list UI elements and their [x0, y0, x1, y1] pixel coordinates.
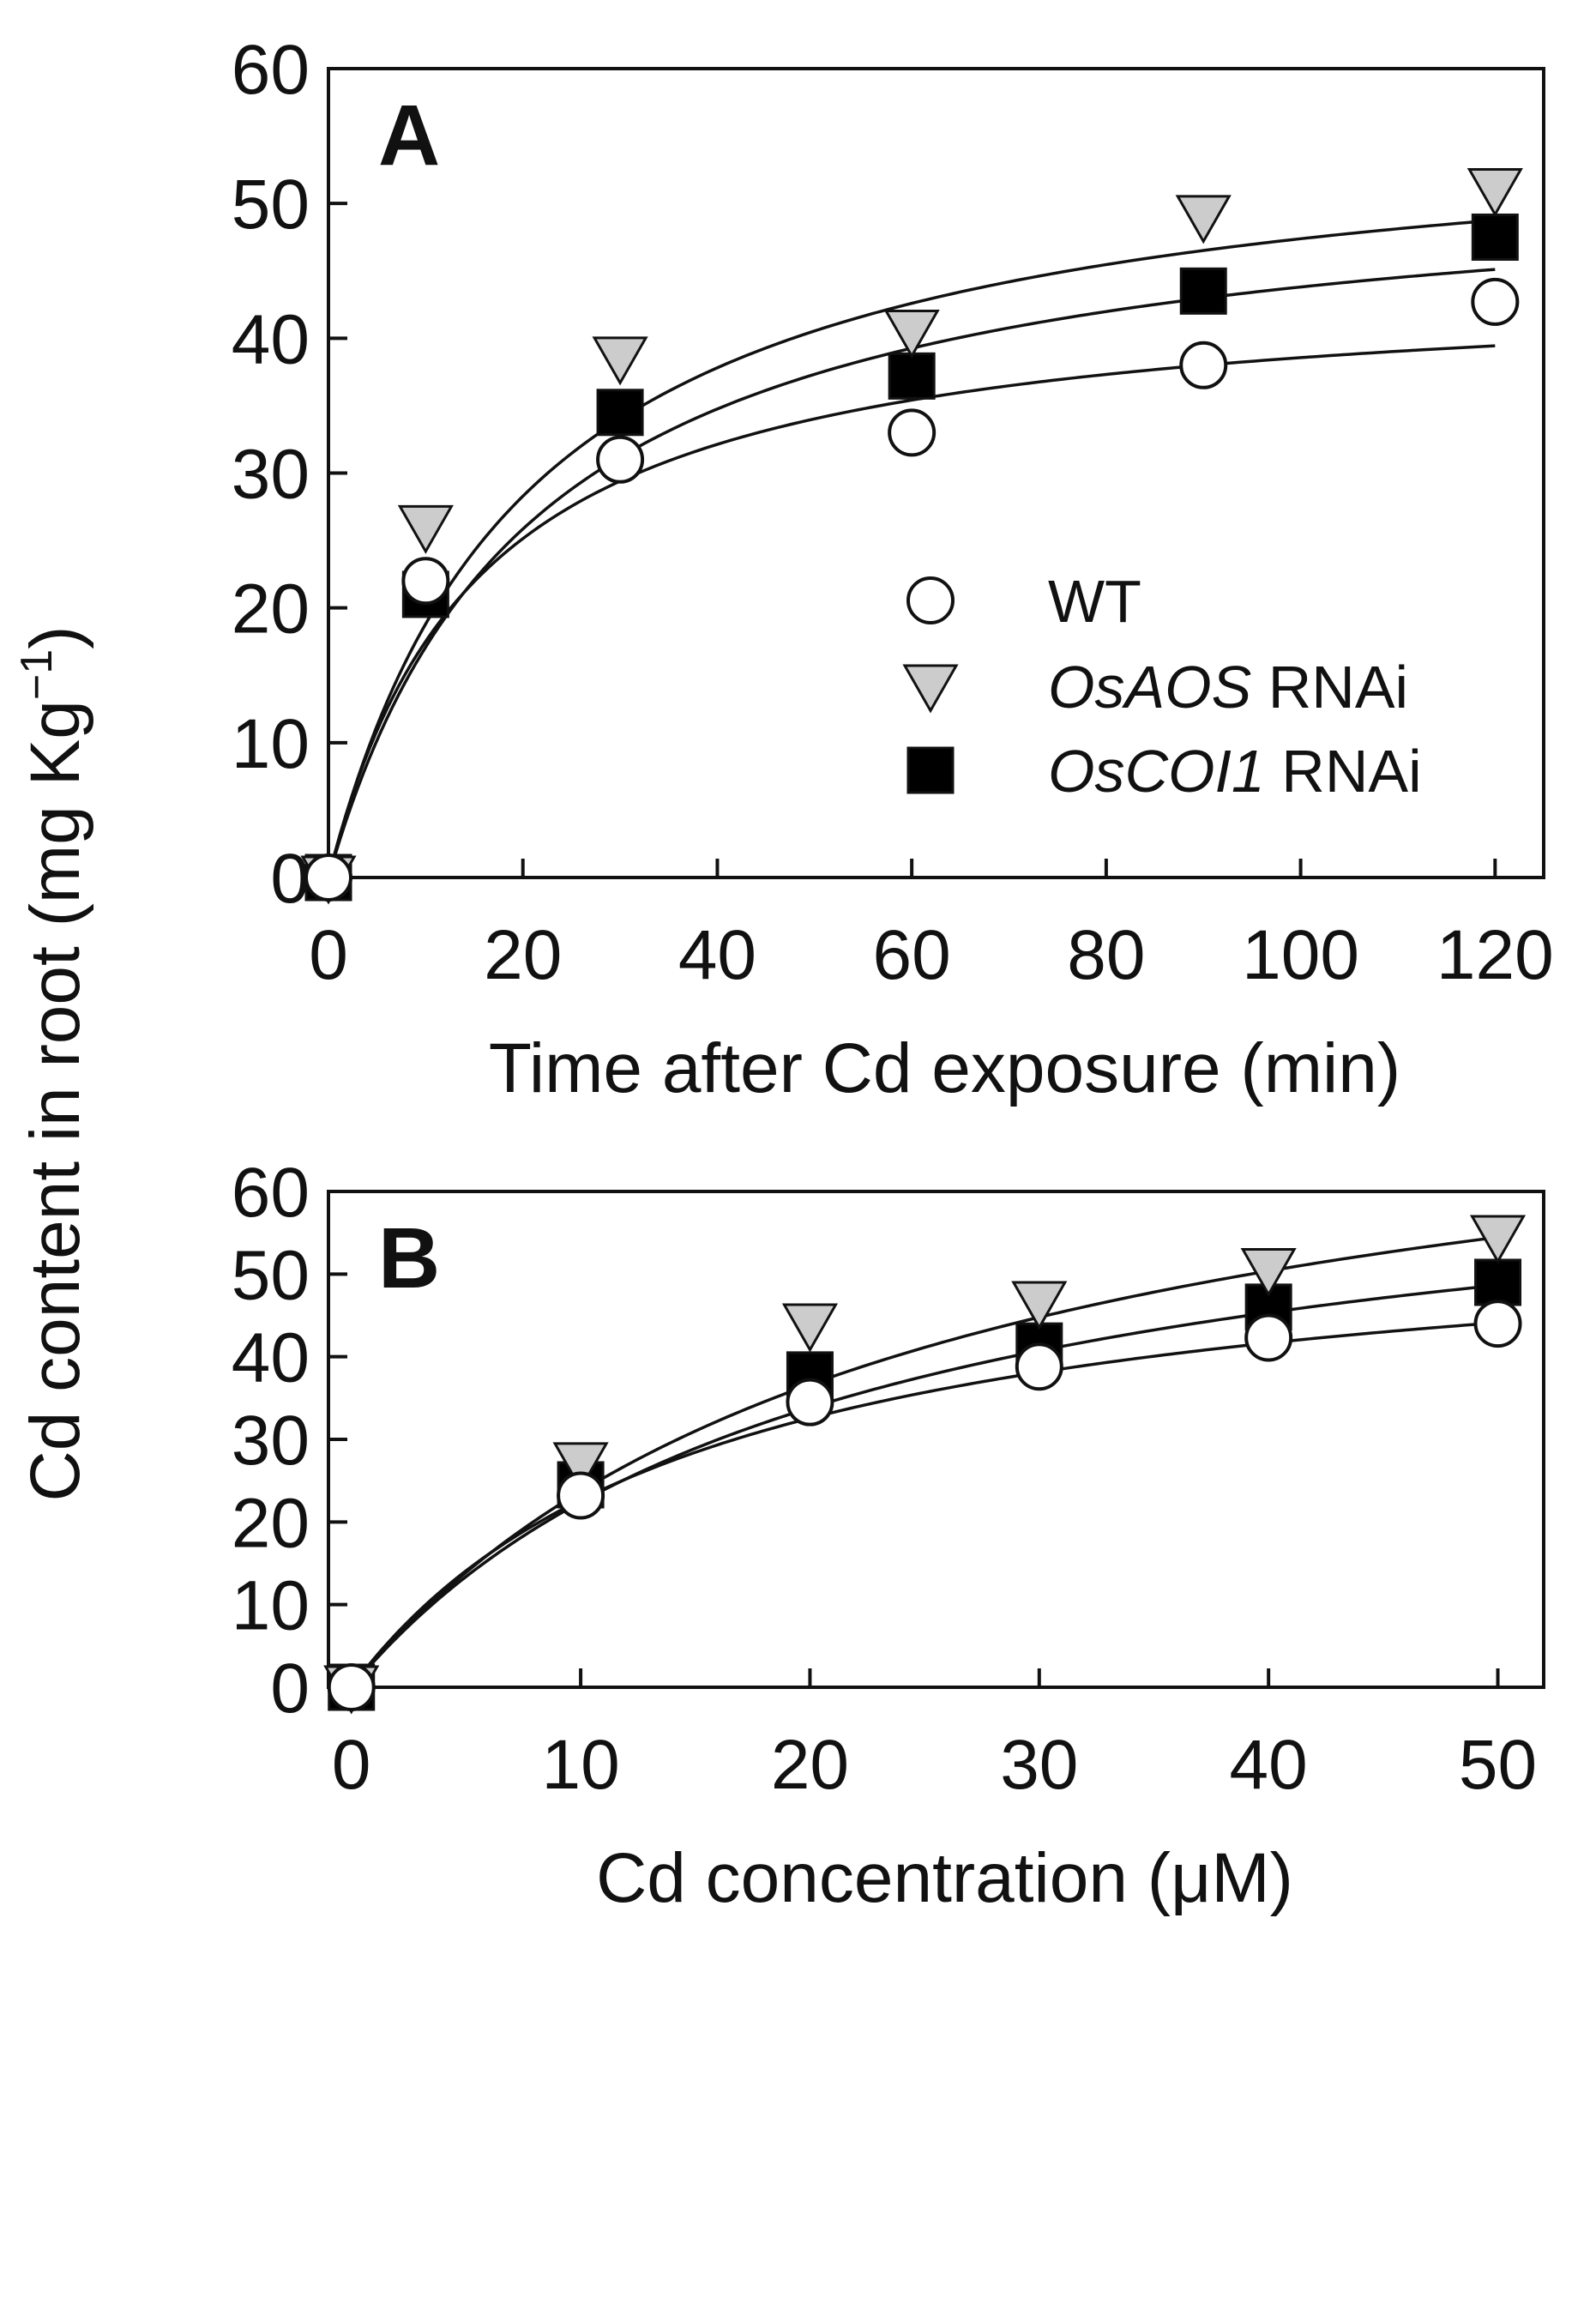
panel-b-y-tick-label: 0	[270, 1650, 310, 1728]
panel-a-x-axis-title: Time after Cd exposure (min)	[489, 1029, 1400, 1107]
panel-a-x-tick-label: 80	[1067, 916, 1145, 994]
y-axis-title: Cd content in root (mg Kg−1)	[12, 626, 94, 1502]
panel-a-point-wt	[401, 557, 450, 606]
panel-b-x-tick-label: 10	[541, 1726, 619, 1804]
panel-a-letter: A	[378, 87, 440, 184]
legend-label-oscoi1-rnai: OsCOI1 RNAi	[1048, 738, 1422, 805]
panel-b-x-axis-title: Cd concentration (μM)	[596, 1839, 1293, 1917]
panel-a-x-tick-label: 0	[309, 916, 348, 994]
legend-label-wt: WT	[1048, 568, 1141, 635]
panel-b-fit-osaos-rnai	[350, 1235, 1498, 1689]
panel-a-fit-osaos-rnai	[327, 219, 1496, 878]
panel-a-y-tick-label: 10	[232, 705, 310, 783]
panel-b-point-wt	[1244, 1313, 1293, 1362]
panel-b-fit-oscoi1-rnai	[350, 1283, 1498, 1689]
panel-a-point-oscoi1-rnai	[888, 352, 936, 400]
panel-a-fit-wt	[327, 344, 1496, 878]
legend-item-osaos-rnai: OsAOS RNAi	[902, 654, 1408, 721]
panel-a-point-osaos-rnai	[883, 309, 940, 359]
legend-item-wt: WT	[906, 568, 1141, 635]
panel-b-point-wt	[1015, 1342, 1063, 1391]
panel-b-point-wt	[557, 1471, 605, 1520]
panel-a-x-tick-label: 120	[1436, 916, 1554, 994]
panel-a-y-tick-label: 30	[232, 436, 310, 514]
panel-b-y-tick-label: 30	[232, 1402, 310, 1480]
panel-b-x-tick-label: 40	[1230, 1726, 1308, 1804]
panel-a-x-tick-label: 100	[1242, 916, 1359, 994]
panel-a-point-osaos-rnai	[397, 504, 454, 554]
legend-marker-osaos-rnai	[902, 664, 959, 714]
panel-a: 0 10 20 30 40 50 60 0 20 40 60 80 100 120 Time after C…	[232, 31, 1554, 1107]
panel-a-point-wt	[596, 435, 645, 484]
panel-b-fit-wt	[350, 1321, 1498, 1689]
panel-b-letter: B	[378, 1210, 440, 1306]
panel-a-point-oscoi1-rnai	[596, 389, 644, 437]
panel-a-point-osaos-rnai	[1175, 195, 1232, 244]
panel-a-point-wt	[1471, 277, 1520, 326]
panel-a-y-tick-label: 0	[270, 840, 310, 918]
panel-b-x-tick-label: 50	[1459, 1726, 1537, 1804]
panel-b-y-tick-label: 40	[232, 1319, 310, 1397]
panel-b-point-osaos-rnai	[1011, 1281, 1068, 1330]
legend-label-osaos-rnai: OsAOS RNAi	[1048, 654, 1408, 721]
legend-label-suffix: RNAi	[1265, 738, 1422, 805]
panel-b-y-tick-label: 60	[232, 1154, 310, 1232]
panel-a-x-tick-label: 20	[484, 916, 562, 994]
panel-b-point-oscoi1-rnai	[1474, 1258, 1522, 1306]
panel-a-point-oscoi1-rnai	[1471, 213, 1519, 261]
panel-a-x-tick-label: 60	[873, 916, 951, 994]
legend-label-suffix: RNAi	[1251, 654, 1408, 721]
panel-a-point-wt	[888, 408, 937, 457]
panel-a-point-wt	[304, 853, 352, 902]
panel-a-y-tick-label: 50	[232, 166, 310, 244]
legend-label-italic: OsAOS	[1048, 654, 1251, 721]
panel-b-point-osaos-rnai	[1469, 1215, 1527, 1264]
panel-b-point-wt	[327, 1663, 376, 1711]
panel-a-point-osaos-rnai	[1467, 167, 1523, 217]
panel-b-x-tick-label: 20	[771, 1726, 849, 1804]
panel-a-point-wt	[1179, 341, 1228, 389]
panel-b-x-tick-label: 30	[1000, 1726, 1078, 1804]
legend-label-italic: OsCOI1	[1048, 738, 1265, 805]
legend-marker-wt	[906, 576, 955, 624]
panel-b-y-tick-label: 10	[232, 1567, 310, 1645]
panel-b-y-tick-label: 50	[232, 1236, 310, 1314]
panel-b-y-tick-label: 20	[232, 1484, 310, 1562]
panel-b-point-osaos-rnai	[552, 1442, 609, 1492]
panel-b-plot-frame	[327, 1190, 1545, 1689]
panel-b-point-wt	[786, 1378, 834, 1426]
legend-item-oscoi1-rnai: OsCOI1 RNAi	[906, 738, 1422, 805]
panel-b-point-osaos-rnai	[1240, 1248, 1297, 1298]
panel-a-y-tick-label: 20	[232, 570, 310, 648]
panel-b-x-tick-label: 0	[332, 1726, 371, 1804]
panel-a-y-tick-label: 60	[232, 31, 310, 109]
legend-marker-oscoi1-rnai	[906, 746, 955, 794]
panel-a-x-tick-label: 40	[678, 916, 756, 994]
panel-a-point-osaos-rnai	[592, 336, 648, 386]
panel-a-point-oscoi1-rnai	[1179, 267, 1227, 315]
panel-a-y-tick-label: 40	[232, 300, 310, 378]
panel-b-point-osaos-rnai	[781, 1303, 839, 1353]
panel-b-point-wt	[1473, 1300, 1522, 1348]
